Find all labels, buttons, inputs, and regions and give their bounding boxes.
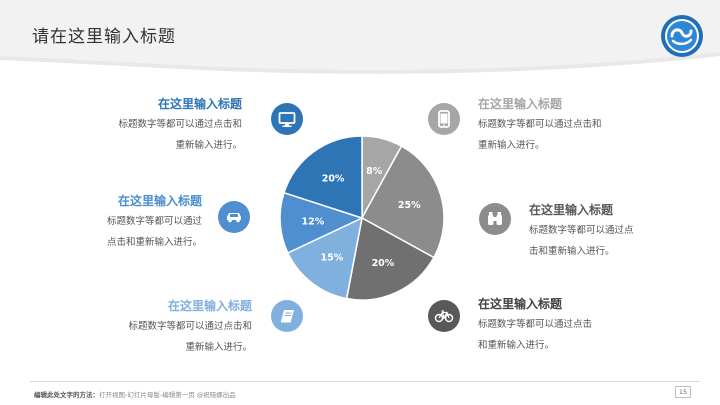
car-icon xyxy=(218,201,250,233)
mid-right-line1: 标题数字等都可以通过点 xyxy=(529,225,634,236)
mid-left-title: 在这里输入标题 xyxy=(117,194,202,208)
pie-slice-3 xyxy=(286,216,364,300)
top-right-line1: 标题数字等都可以通过点击和 xyxy=(478,119,602,130)
logo xyxy=(660,14,704,58)
bicycle-icon xyxy=(428,300,460,332)
top-left-line1: 标题数字等都可以通过点击和 xyxy=(118,119,242,130)
mid-right-title: 在这里输入标题 xyxy=(529,203,614,217)
top-left-title: 在这里输入标题 xyxy=(157,97,242,111)
pie-label-0: 8% xyxy=(366,166,383,177)
bottom-left-title: 在这里输入标题 xyxy=(167,299,252,313)
bottom-left-line1: 标题数字等都可以通过点击和 xyxy=(128,321,252,332)
pie-label-1: 25% xyxy=(398,200,421,211)
page-number: 15 xyxy=(675,386,691,398)
pie-slice-1 xyxy=(360,145,445,259)
bottom-left-line2: 重新输入进行。 xyxy=(185,342,252,353)
footer-text: 打开视图-幻灯片母版-编辑第一页 @祝晓娜出品 xyxy=(99,391,236,399)
pie-label-3: 15% xyxy=(320,252,343,263)
mid-left-line1: 标题数字等都可以通过 xyxy=(106,216,202,227)
footer-divider xyxy=(30,381,700,382)
pie-label-2: 20% xyxy=(372,258,395,269)
pie-label-4: 12% xyxy=(302,217,325,228)
footer-note: 编辑此处文字的方法：打开视图-幻灯片母版-编辑第一页 @祝晓娜出品 xyxy=(34,389,236,399)
top-left-line2: 重新输入进行。 xyxy=(175,140,242,151)
pie-slice-2 xyxy=(345,216,435,301)
phone-icon xyxy=(428,103,460,135)
bottom-right-title: 在这里输入标题 xyxy=(478,297,563,311)
pie-slice-5 xyxy=(283,135,363,220)
bottom-right-line2: 和重新输入进行。 xyxy=(478,340,555,351)
mid-right-line2: 击和重新输入进行。 xyxy=(529,246,615,257)
book-icon xyxy=(271,300,303,332)
pie-label-5: 20% xyxy=(322,174,345,185)
pie-slice-4 xyxy=(279,191,365,254)
footer-label: 编辑此处文字的方法： xyxy=(34,391,99,399)
top-right-title: 在这里输入标题 xyxy=(478,97,563,111)
pie-chart: 8% 25% 20% 15% 12% 20% xyxy=(279,135,445,301)
monitor-icon xyxy=(271,103,303,135)
top-right-line2: 重新输入进行。 xyxy=(478,140,545,151)
bottom-right-line1: 标题数字等都可以通过点击 xyxy=(478,319,593,330)
binoculars-icon xyxy=(479,203,511,235)
mid-left-line2: 点击和重新输入进行。 xyxy=(106,237,202,248)
page-title: 请在这里输入标题 xyxy=(32,27,176,47)
